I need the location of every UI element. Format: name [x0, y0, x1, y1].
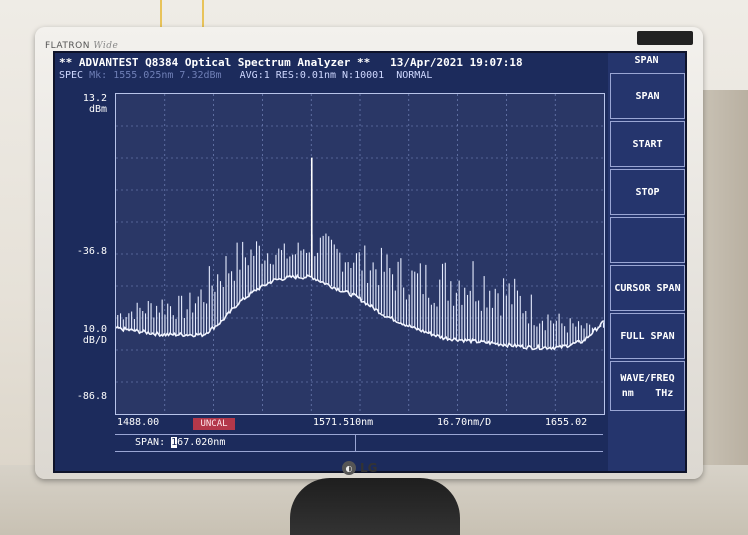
span-input-label: SPAN:	[135, 437, 166, 448]
entry-divider	[355, 435, 356, 451]
lg-circle-icon: ◐	[342, 461, 356, 475]
lg-logo-text: LG	[360, 461, 378, 475]
lg-logo: ◐ LG	[342, 461, 378, 475]
marker-readout: Mk: 1555.025nm 7.32dBm	[89, 70, 222, 81]
unit-thz-option[interactable]: THz	[655, 388, 674, 399]
softkey-cursor-span[interactable]: CURSOR SPAN	[610, 265, 685, 311]
sensitivity-readout: NORMAL	[396, 70, 433, 81]
y-top-label: 13.2	[82, 93, 107, 104]
x-per-div-label: 16.70nm/D	[437, 417, 492, 428]
instrument-title: ** ADVANTEST Q8384 Optical Spectrum Anal…	[59, 56, 371, 69]
time-readout: 19:07:18	[469, 56, 523, 69]
power-button-icon[interactable]	[637, 31, 693, 45]
unit-nm-option[interactable]: nm	[621, 388, 634, 399]
uncal-badge: UNCAL	[193, 418, 235, 430]
softkey-label: CURSOR SPAN	[614, 282, 681, 294]
title-line: ** ADVANTEST Q8384 Optical Spectrum Anal…	[59, 56, 599, 69]
softkey-panel-title: SPAN	[634, 55, 659, 66]
status-line: SPEC Mk: 1555.025nm 7.32dBm AVG:1 RES:0.…	[59, 70, 599, 81]
background-shelf	[700, 90, 748, 535]
x-start-label: 1488.00	[117, 417, 160, 428]
monitor-bezel: FLATRON Wide ** ADVANTEST Q8384 Optical …	[35, 27, 703, 479]
softkey-label: STOP	[635, 186, 660, 198]
date-readout: 13/Apr/2021	[390, 56, 463, 69]
brand-model-text: Wide	[93, 41, 119, 51]
softkey-wave-freq[interactable]: WAVE/FREQ nm THz	[610, 361, 685, 411]
softkey-label: SPAN	[635, 90, 660, 102]
softkey-start[interactable]: START	[610, 121, 685, 167]
y-scale-label: 10.0	[82, 324, 107, 335]
softkey-label: START	[632, 138, 663, 150]
softkey-panel: SPAN SPAN START STOP CURSOR SPAN FULL SP…	[608, 53, 685, 471]
span-entry-bar: SPAN: 167.020nm	[115, 434, 603, 452]
softkey-span[interactable]: SPAN	[610, 73, 685, 119]
unit-toggle: nm THz	[611, 388, 684, 399]
softkey-full-span[interactable]: FULL SPAN	[610, 313, 685, 359]
span-input[interactable]: SPAN: 167.020nm	[135, 437, 225, 448]
spectrum-plot[interactable]	[115, 93, 605, 415]
text-cursor: 1	[171, 437, 178, 448]
y-bottom-label: -86.8	[76, 391, 107, 402]
softkey-stop[interactable]: STOP	[610, 169, 685, 215]
x-center-label: 1571.510nm	[313, 417, 374, 428]
spectrum-svg	[116, 94, 604, 414]
monitor-brand: FLATRON Wide	[45, 41, 118, 51]
x-stop-label: 1655.02	[545, 417, 588, 428]
monitor-stand	[290, 478, 460, 535]
cable	[160, 0, 204, 30]
span-input-value: 67.020nm	[177, 437, 226, 448]
softkey-label: FULL SPAN	[620, 330, 675, 342]
mode-label: SPEC	[59, 70, 84, 81]
brand-text: FLATRON	[45, 41, 90, 51]
envelope-trace	[116, 273, 604, 351]
resolution-readout: RES:0.01nm	[275, 70, 336, 81]
softkey-blank[interactable]	[610, 217, 685, 263]
y-top-unit: dBm	[88, 104, 107, 115]
y-mid-label: -36.8	[76, 246, 107, 257]
avg-readout: AVG:1	[239, 70, 270, 81]
analyzer-screen: ** ADVANTEST Q8384 Optical Spectrum Anal…	[53, 51, 687, 473]
points-readout: N:10001	[342, 70, 385, 81]
y-scale-unit: dB/D	[82, 335, 107, 346]
softkey-label: WAVE/FREQ	[620, 373, 675, 384]
